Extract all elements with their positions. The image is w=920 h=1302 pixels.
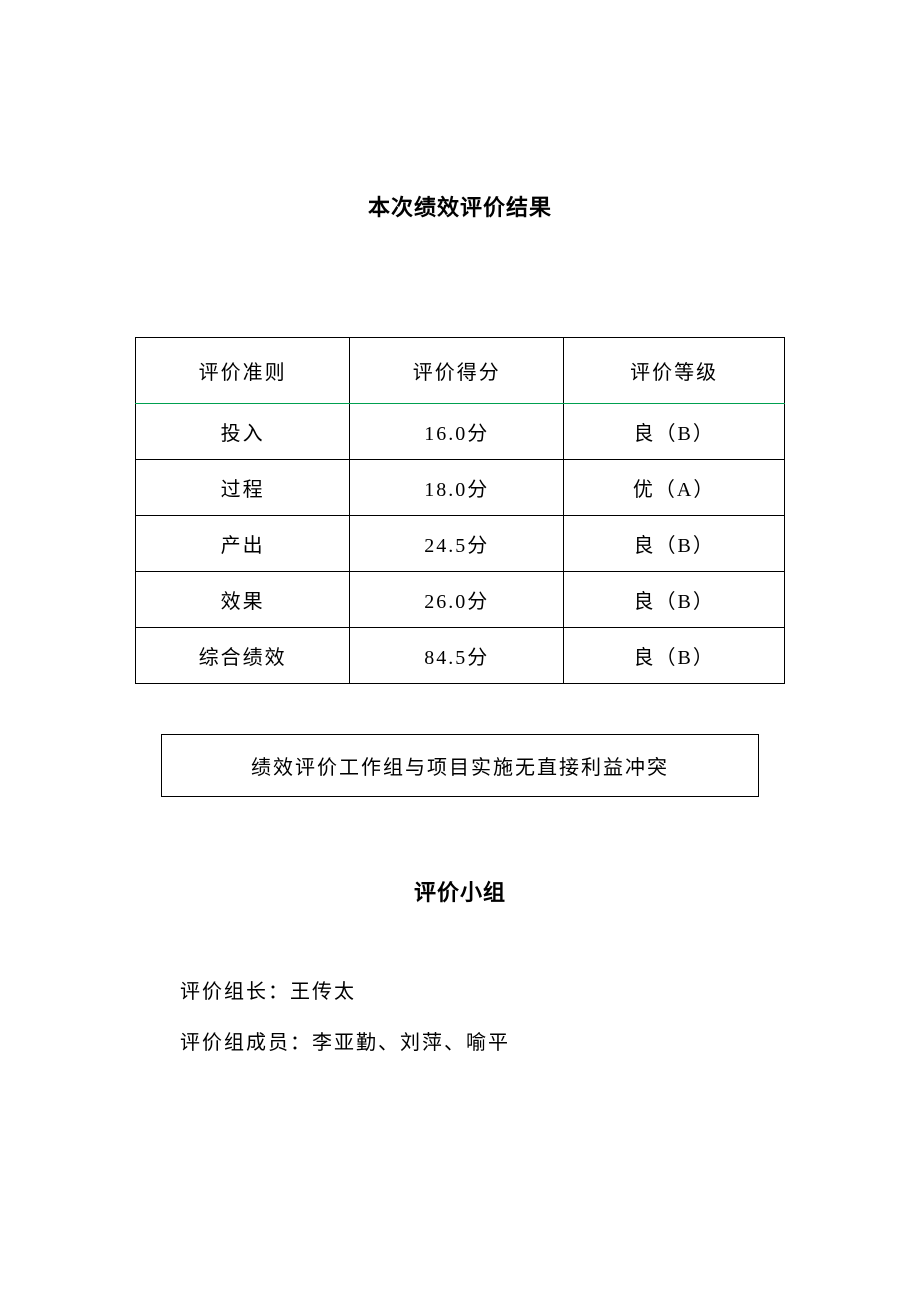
cell-grade: 良（B）	[564, 628, 785, 684]
cell-criterion: 过程	[136, 460, 350, 516]
team-members-line: 评价组成员：李亚勤、刘萍、喻平	[180, 1026, 785, 1055]
header-grade: 评价等级	[564, 338, 785, 404]
table-row: 过程 18.0分 优（A）	[136, 460, 785, 516]
header-score: 评价得分	[350, 338, 564, 404]
header-criterion: 评价准则	[136, 338, 350, 404]
table-row: 投入 16.0分 良（B）	[136, 404, 785, 460]
table-row: 效果 26.0分 良（B）	[136, 572, 785, 628]
leader-name: 王传太	[290, 981, 356, 1003]
cell-score: 84.5分	[350, 628, 564, 684]
cell-criterion: 效果	[136, 572, 350, 628]
page-title: 本次绩效评价结果	[135, 190, 785, 222]
cell-score: 16.0分	[350, 404, 564, 460]
cell-criterion: 产出	[136, 516, 350, 572]
cell-grade: 良（B）	[564, 404, 785, 460]
leader-label: 评价组长：	[180, 981, 290, 1003]
cell-score: 26.0分	[350, 572, 564, 628]
table-row: 产出 24.5分 良（B）	[136, 516, 785, 572]
cell-criterion: 综合绩效	[136, 628, 350, 684]
cell-grade: 良（B）	[564, 516, 785, 572]
evaluation-results-table: 评价准则 评价得分 评价等级 投入 16.0分 良（B） 过程 18.0分 优（…	[135, 337, 785, 684]
conflict-statement-box: 绩效评价工作组与项目实施无直接利益冲突	[161, 734, 759, 797]
team-leader-line: 评价组长：王传太	[180, 975, 785, 1004]
document-page: 本次绩效评价结果 评价准则 评价得分 评价等级 投入 16.0分 良（B） 过程…	[0, 0, 920, 1055]
members-names: 李亚勤、刘萍、喻平	[312, 1032, 510, 1054]
cell-grade: 优（A）	[564, 460, 785, 516]
cell-score: 18.0分	[350, 460, 564, 516]
members-label: 评价组成员：	[180, 1032, 312, 1054]
team-section-title: 评价小组	[135, 875, 785, 907]
cell-grade: 良（B）	[564, 572, 785, 628]
cell-criterion: 投入	[136, 404, 350, 460]
table-header-row: 评价准则 评价得分 评价等级	[136, 338, 785, 404]
table-row-summary: 综合绩效 84.5分 良（B）	[136, 628, 785, 684]
cell-score: 24.5分	[350, 516, 564, 572]
